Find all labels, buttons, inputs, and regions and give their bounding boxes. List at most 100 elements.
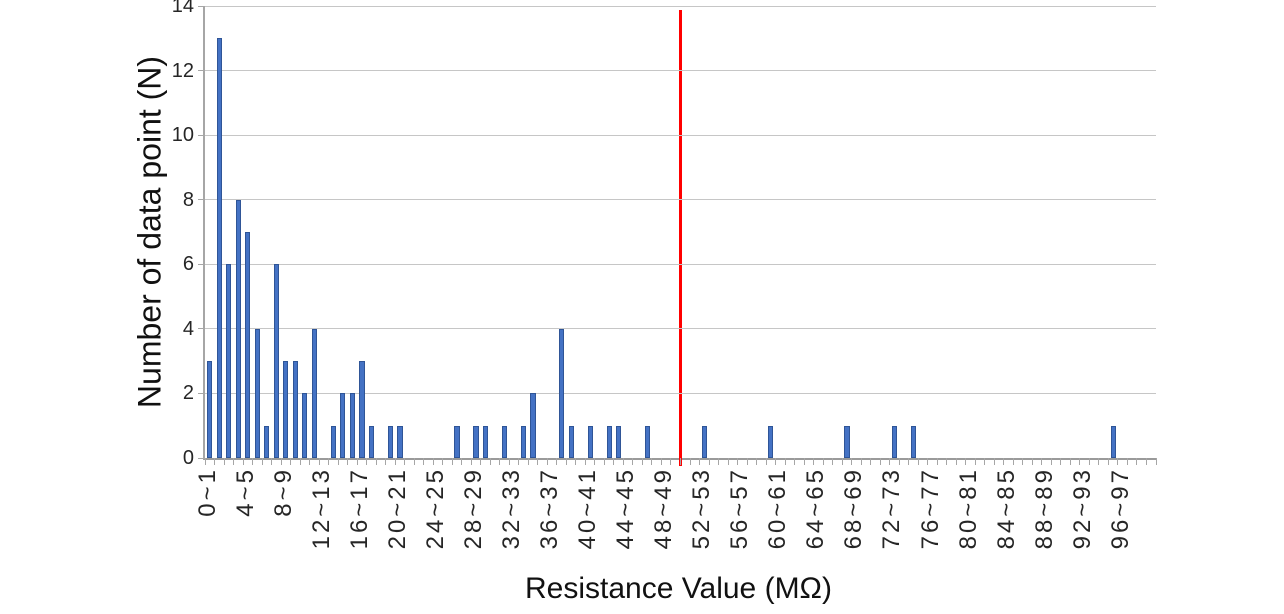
x-axis-tick xyxy=(756,458,758,465)
x-axis-tick xyxy=(204,458,206,465)
bar xyxy=(264,425,270,458)
x-axis-label: 12~13 xyxy=(307,467,335,550)
x-axis-tick xyxy=(1117,458,1119,465)
x-axis-tick xyxy=(1136,458,1138,465)
x-axis-label: 68~69 xyxy=(840,467,868,550)
bar xyxy=(482,425,489,458)
bar xyxy=(1110,425,1116,458)
bar xyxy=(768,425,774,458)
gridline xyxy=(205,5,1156,7)
y-axis-label: 10 xyxy=(171,124,194,147)
x-axis-tick xyxy=(1126,458,1128,465)
x-axis-tick xyxy=(1022,458,1024,465)
x-axis-tick xyxy=(1041,458,1043,465)
x-axis-label: 88~89 xyxy=(1030,467,1058,550)
x-axis-tick xyxy=(898,458,900,465)
x-axis-title: Resistance Value (MΩ) xyxy=(525,572,832,605)
bar xyxy=(520,425,527,458)
x-axis-tick xyxy=(413,458,415,465)
x-axis-label: 24~25 xyxy=(421,467,449,550)
x-axis-tick xyxy=(1003,458,1005,465)
x-axis-tick xyxy=(870,458,872,465)
x-axis-label: 60~61 xyxy=(764,467,792,550)
x-axis-tick xyxy=(699,458,701,465)
bar xyxy=(454,425,460,458)
x-axis-label: 64~65 xyxy=(802,467,830,550)
bar xyxy=(616,425,622,458)
x-axis-tick xyxy=(594,458,596,465)
x-axis-tick xyxy=(889,458,891,465)
x-axis-tick xyxy=(508,458,510,465)
bar xyxy=(302,393,308,458)
x-axis-tick xyxy=(879,458,881,465)
x-axis-label: 28~29 xyxy=(460,467,488,550)
bar xyxy=(844,425,850,458)
x-axis-tick xyxy=(936,458,938,465)
x-axis-tick xyxy=(584,458,586,465)
x-axis-tick xyxy=(1050,458,1052,465)
x-axis-tick xyxy=(223,458,225,465)
x-axis-tick xyxy=(860,458,862,465)
x-axis-tick xyxy=(974,458,976,465)
x-axis-tick xyxy=(984,458,986,465)
x-axis-tick xyxy=(385,458,387,465)
bar xyxy=(501,425,508,458)
x-axis-label: 52~53 xyxy=(688,467,716,550)
y-axis-label: 2 xyxy=(182,382,194,405)
x-axis-tick xyxy=(1079,458,1081,465)
y-axis-label: 4 xyxy=(182,317,194,340)
x-axis-label: 56~57 xyxy=(726,467,754,550)
x-axis-tick xyxy=(927,458,929,465)
x-axis-tick xyxy=(1069,458,1071,465)
x-axis-tick xyxy=(613,458,615,465)
bar xyxy=(235,199,241,458)
x-axis-label: 96~97 xyxy=(1106,467,1134,550)
x-axis-tick xyxy=(708,458,710,465)
x-axis-tick xyxy=(670,458,672,465)
x-axis-label: 80~81 xyxy=(954,467,982,550)
bar xyxy=(910,425,917,458)
x-axis-tick xyxy=(746,458,748,465)
x-axis-tick xyxy=(784,458,786,465)
x-axis-tick xyxy=(261,458,263,465)
bar xyxy=(245,232,251,458)
gridline xyxy=(205,70,1156,72)
x-axis-tick xyxy=(1060,458,1062,465)
x-axis-tick xyxy=(565,458,567,465)
x-axis-tick xyxy=(299,458,301,465)
plot-area xyxy=(198,5,1157,466)
y-axis-tick xyxy=(198,70,205,72)
x-axis-tick xyxy=(641,458,643,465)
x-axis-tick xyxy=(1107,458,1109,465)
x-axis-tick xyxy=(556,458,558,465)
x-axis-tick xyxy=(803,458,805,465)
bar xyxy=(273,264,279,458)
x-axis-tick xyxy=(775,458,777,465)
y-axis-tick xyxy=(198,328,205,330)
x-axis-tick xyxy=(1145,458,1147,465)
x-axis-tick xyxy=(1031,458,1033,465)
x-axis-tick xyxy=(280,458,282,465)
x-axis-tick xyxy=(404,458,406,465)
x-axis-tick xyxy=(366,458,368,465)
x-axis-tick xyxy=(651,458,653,465)
x-axis-tick xyxy=(765,458,767,465)
reference-line xyxy=(679,10,682,466)
x-axis-tick xyxy=(603,458,605,465)
x-axis-tick xyxy=(660,458,662,465)
x-axis-tick xyxy=(451,458,453,465)
bar xyxy=(254,328,260,458)
x-axis-tick xyxy=(841,458,843,465)
y-axis-tick xyxy=(198,263,205,265)
x-axis-tick xyxy=(461,458,463,465)
x-axis-tick xyxy=(328,458,330,465)
x-axis-tick xyxy=(233,458,235,465)
x-axis-label: 8~9 xyxy=(269,467,297,517)
x-axis-tick xyxy=(917,458,919,465)
bar xyxy=(559,328,565,458)
x-axis-label: 4~5 xyxy=(231,467,259,517)
bar xyxy=(587,425,593,458)
x-axis-tick xyxy=(356,458,358,465)
x-axis-tick xyxy=(632,458,634,465)
x-axis-tick xyxy=(337,458,339,465)
